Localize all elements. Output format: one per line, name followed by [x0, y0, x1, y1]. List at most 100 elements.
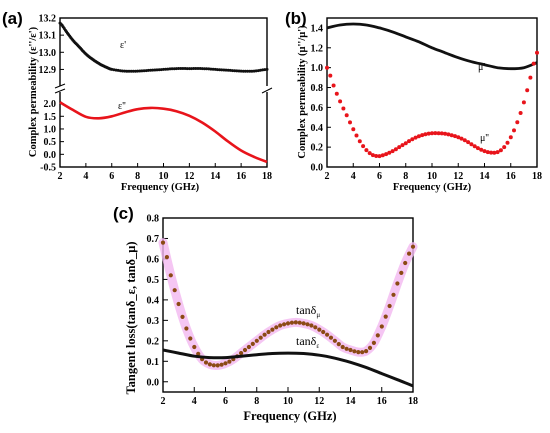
panel-a-axes: 2 4 6 8 10 12 14 16 18 13.2 13.1 13.0 12.9 2.0 1.51.0 0… [39, 14, 273, 182]
series-tan-mu-dot [379, 324, 384, 329]
y-tick-label: 0.0 [311, 163, 324, 174]
series-tan-mu-dot [321, 329, 326, 335]
y-tick-label: 1.2 [311, 43, 324, 54]
series-eps-prime-marker [136, 69, 140, 73]
y-tick-label: 12.9 [39, 65, 57, 76]
series-mu-dprime-dot [459, 136, 464, 141]
series-mu-dprime-dot [525, 88, 530, 93]
series-mu-dprime-dot [443, 131, 448, 136]
series-mu-dprime-dot [361, 144, 366, 149]
x-tick-label: 10 [427, 171, 437, 182]
panel-a-label-eps-dprime: ε'' [118, 101, 126, 112]
series-mu-dprime-dot [436, 131, 441, 136]
series-mu-dprime-dot [528, 75, 533, 80]
series-mu-dprime-dot [479, 147, 484, 152]
y-tick-label: 13.2 [39, 14, 57, 25]
x-tick-label: 16 [236, 171, 246, 182]
series-tan-mu-dot [188, 336, 193, 341]
panel-a-ylabel: Complex permeability (ε''/ε') [28, 26, 39, 157]
series-tan-mu-dot [293, 320, 298, 325]
series-eps-prime-marker [179, 67, 183, 70]
x-tick-label: 14 [480, 171, 490, 182]
series-tan-mu-dot [367, 345, 373, 350]
panel-c-axes: 2 4 6 8 10 12 14 16 18 0.0 0.1 0.2 0.3 0.4 0.5 0.6 0.7 0.… [147, 214, 419, 408]
series-eps-prime-marker [127, 69, 131, 73]
series-tan-mu-dot [282, 322, 287, 327]
series-eps-prime-marker [131, 69, 135, 73]
series-mu-dprime-dot [535, 50, 539, 55]
series-mu-dprime-dot [367, 151, 372, 156]
series-tan-mu-dot [375, 333, 380, 338]
series-tan-mu-dot [317, 327, 322, 332]
series-tan-mu-dot [364, 349, 369, 354]
series-eps-prime-marker [177, 67, 181, 70]
series-eps-prime-marker [185, 67, 189, 71]
series-eps-prime-marker [162, 67, 165, 71]
y-tick-label: 0.0 [147, 377, 160, 388]
series-eps-prime-marker [196, 67, 200, 70]
series-tan-mu-glow [158, 238, 418, 370]
series-mu-dprime-dot [328, 73, 333, 78]
series-tan-mu-dot [239, 351, 244, 356]
series-mu-dprime-dot [531, 61, 536, 66]
panel-b-label-mu-prime: μ' [478, 62, 485, 73]
y-tick-label: 0.2 [311, 143, 324, 154]
series-mu-dprime-dot [505, 140, 510, 145]
series-mu-dprime-dot [374, 154, 379, 158]
series-eps-prime-marker [246, 69, 250, 73]
series-mu-dprime-dot [413, 135, 418, 140]
y-tick-label: 0.2 [147, 336, 160, 347]
series-eps-prime-marker [200, 67, 204, 71]
series-eps-prime-marker [224, 68, 228, 72]
series-tan-mu-dot [395, 281, 400, 286]
panel-b-axes: 2 4 6 8 10 12 14 16 18 0.0 0.2 0.4 0.6 0.8 1.0 1.2 1.4 [311, 17, 542, 182]
series-mu-dprime-dot [502, 145, 507, 150]
panel-c-label-tan-eps-sub: ε [316, 342, 319, 350]
axis-break-mark [54, 83, 66, 89]
series-mu-dprime-dot [469, 142, 474, 147]
y-tick-label: 0.5 [147, 275, 160, 286]
series-tan-mu-dot [176, 301, 181, 307]
series-tan-mu-dot [301, 321, 306, 326]
series-mu-dprime-dot [426, 131, 431, 136]
series-mu-dprime-dot [364, 148, 369, 153]
series-tan-mu-dot [399, 270, 404, 275]
x-tick-label: 6 [109, 171, 114, 182]
x-tick-label: 2 [58, 171, 63, 182]
series-mu-dprime-dot [351, 127, 356, 132]
x-tick-label: 2 [325, 171, 330, 182]
series-mu-dprime-dot [485, 150, 490, 155]
series-eps-prime-marker [125, 69, 129, 73]
series-mu-dprime-dot [462, 138, 467, 143]
y-tick-label: 0.6 [147, 254, 160, 265]
panel-a-plot [58, 21, 269, 164]
series-mu-dprime-dot [344, 113, 349, 118]
y-tick-label: 0.7 [147, 234, 160, 245]
panel-c-label-tan-mu-sub: μ [316, 311, 320, 319]
series-tan-mu-dot [328, 335, 334, 340]
series-tan-mu-dot [207, 362, 212, 367]
series-tan-mu-dot [227, 359, 232, 364]
series-tan-mu-dot [285, 321, 291, 326]
series-tan-mu-dot [332, 338, 337, 343]
series-tan-mu-dot [274, 325, 279, 330]
series-eps-prime-marker [146, 68, 150, 72]
series-tan-mu-dot [309, 323, 314, 328]
series-eps-prime-marker [192, 67, 196, 70]
x-tick-label: 2 [161, 396, 166, 407]
series-mu-dprime-dot [380, 153, 385, 158]
series-tan-mu-dot [266, 329, 271, 335]
series-tan-mu-dot [371, 340, 376, 345]
series-eps-prime-marker [239, 69, 243, 73]
x-tick-label: 18 [262, 171, 272, 182]
series-mu-dprime-dot [449, 133, 454, 138]
series-mu-dprime-dot [331, 83, 336, 88]
series-eps-prime-marker [265, 67, 269, 71]
panel-c-xlabel: Frequency (GHz) [243, 409, 336, 423]
series-mu-dprime-dot [334, 91, 339, 96]
panel-c-plot [158, 238, 418, 388]
series-tan-mu-dot [172, 288, 177, 293]
series-tan-mu-dot [168, 273, 173, 278]
series-mu-dprime-dot [423, 132, 428, 137]
